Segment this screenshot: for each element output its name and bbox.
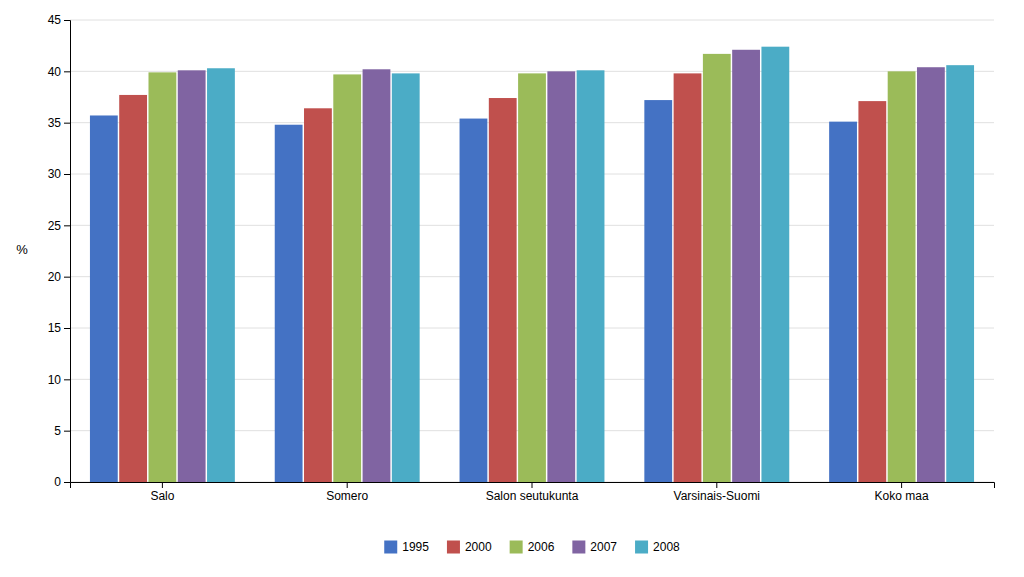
legend-label: 2007 — [590, 540, 617, 554]
bar — [460, 119, 488, 482]
x-tick-mark — [162, 482, 163, 488]
y-tick: 0 — [54, 475, 70, 489]
bar — [275, 125, 303, 482]
bar — [207, 68, 235, 482]
legend-item: 2000 — [447, 540, 492, 554]
bar — [917, 67, 945, 482]
y-tick-label: 5 — [54, 424, 61, 438]
y-tick: 30 — [48, 167, 70, 181]
legend-label: 1995 — [402, 540, 429, 554]
x-tick-mark — [716, 482, 717, 488]
y-tick-label: 0 — [54, 475, 61, 489]
x-tick: Koko maa — [875, 482, 929, 503]
bar — [858, 101, 886, 482]
y-axis-line — [64, 21, 71, 483]
legend-label: 2000 — [465, 540, 492, 554]
legend-item: 1995 — [384, 540, 429, 554]
y-tick: 25 — [48, 219, 70, 233]
bar-series — [148, 54, 915, 482]
y-tick-label: 45 — [48, 13, 62, 27]
bar — [489, 98, 517, 482]
bar — [119, 95, 147, 482]
x-tick-label: Koko maa — [875, 489, 929, 503]
chart: 0 5 10 15 20 25 30 35 40 45 Salo Somero Salon seutuk… — [0, 0, 1024, 577]
bars — [90, 47, 974, 482]
bar — [644, 100, 672, 482]
y-tick: 15 — [48, 321, 70, 335]
x-tick: Salon seutukunta — [486, 482, 579, 503]
bar — [703, 54, 731, 482]
x-tick-mark — [347, 482, 348, 488]
legend-swatch — [635, 541, 648, 554]
x-axis-line — [71, 483, 995, 489]
bar — [674, 73, 702, 482]
x-axis: Salo Somero Salon seutukunta Varsinais-Suom… — [71, 482, 995, 503]
legend-item: 2008 — [635, 540, 680, 554]
x-tick-mark — [901, 482, 902, 488]
y-tick-label: 10 — [48, 373, 62, 387]
y-tick: 35 — [48, 116, 70, 130]
legend-swatch — [447, 541, 460, 554]
bar — [363, 69, 391, 482]
y-tick-mark — [64, 328, 70, 329]
x-tick: Salo — [150, 482, 174, 503]
y-tick-label: 40 — [48, 65, 62, 79]
grid — [70, 20, 994, 482]
bar — [392, 73, 420, 482]
y-axis-title: % — [16, 242, 28, 257]
y-tick-label: 25 — [48, 219, 62, 233]
y-tick-mark — [64, 277, 70, 278]
y-tick-mark — [64, 123, 70, 124]
y-tick-label: 15 — [48, 321, 62, 335]
x-tick-mark — [532, 482, 533, 488]
legend-item: 2006 — [510, 540, 555, 554]
legend-swatch — [572, 541, 585, 554]
bar — [148, 72, 176, 482]
x-tick: Somero — [326, 482, 368, 503]
bar — [577, 70, 605, 482]
bar — [829, 122, 857, 482]
y-tick: 5 — [54, 424, 70, 438]
x-tick-label: Salo — [150, 489, 174, 503]
bar — [518, 73, 546, 482]
y-tick: 10 — [48, 373, 70, 387]
y-tick-mark — [64, 431, 70, 432]
x-tick-label: Salon seutukunta — [486, 489, 579, 503]
bar — [178, 70, 206, 482]
legend-item: 2007 — [572, 540, 617, 554]
y-tick-label: 35 — [48, 116, 62, 130]
y-tick: 45 — [48, 13, 70, 27]
y-tick-mark — [64, 20, 70, 21]
grid-line — [70, 20, 994, 21]
y-tick-mark — [64, 379, 70, 380]
legend: 1995 2000 2006 2007 2008 — [384, 540, 680, 554]
bar — [732, 50, 760, 482]
bar — [333, 74, 361, 482]
bar — [946, 65, 974, 482]
bar — [304, 108, 332, 482]
bar — [90, 115, 118, 482]
legend-label: 2008 — [653, 540, 680, 554]
y-tick: 40 — [48, 65, 70, 79]
plot: 0 5 10 15 20 25 30 35 40 45 Salo Somero Salon seutuk… — [48, 13, 995, 502]
y-tick-mark — [64, 225, 70, 226]
y-tick-label: 30 — [48, 167, 62, 181]
bar-series — [207, 47, 974, 482]
y-tick-mark — [64, 482, 70, 483]
bar — [888, 71, 916, 482]
bar — [547, 71, 575, 482]
legend-label: 2006 — [528, 540, 555, 554]
legend-swatch — [384, 541, 397, 554]
y-tick-mark — [64, 71, 70, 72]
legend-swatch — [510, 541, 523, 554]
bar — [761, 47, 789, 482]
x-tick-label: Somero — [326, 489, 368, 503]
y-axis: 0 5 10 15 20 25 30 35 40 45 — [48, 13, 71, 489]
bar-series — [178, 50, 945, 482]
x-tick-label: Varsinais-Suomi — [674, 489, 760, 503]
y-tick-label: 20 — [48, 270, 62, 284]
y-tick-mark — [64, 174, 70, 175]
y-tick: 20 — [48, 270, 70, 284]
x-tick: Varsinais-Suomi — [674, 482, 760, 503]
